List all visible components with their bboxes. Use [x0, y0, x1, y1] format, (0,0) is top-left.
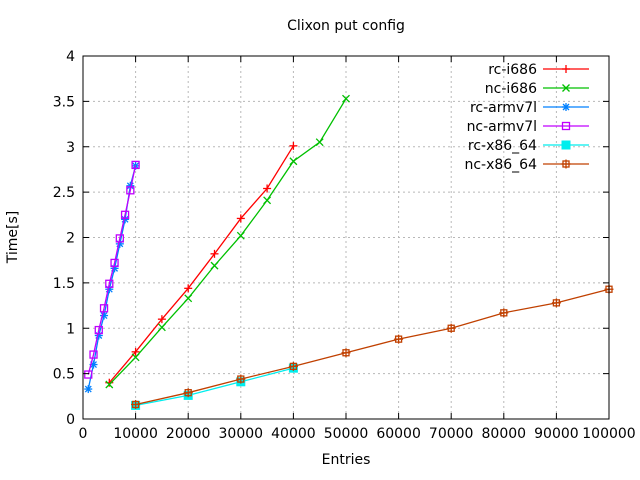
marker-open-square-plus	[131, 399, 141, 409]
marker-cross	[131, 353, 140, 362]
x-tick-label: 70000	[429, 426, 474, 442]
marker-asterisk	[84, 385, 93, 394]
marker-plus	[263, 184, 272, 193]
series-nc-i686	[105, 94, 350, 389]
marker-plus	[210, 249, 219, 258]
x-tick-label: 100000	[582, 426, 635, 442]
marker-cross	[342, 94, 350, 103]
legend-label: rc-armv7l	[470, 100, 537, 116]
x-tick-label: 50000	[324, 426, 369, 442]
marker-open-square	[120, 210, 130, 219]
series-line	[108, 145, 294, 384]
x-tick-label: 40000	[271, 426, 316, 442]
legend-entry-rc-armv7l: rc-armv7l	[470, 100, 589, 116]
y-tick-label: 3.5	[53, 94, 75, 110]
legend: rc-i686 nc-i686 rc-armv7l nc-armv7l rc-x86_6…	[464, 62, 589, 173]
marker-plus	[131, 347, 140, 356]
x-tick-label: 0	[79, 426, 88, 442]
marker-open-square	[561, 121, 571, 131]
series-nc-x86_64	[131, 284, 614, 409]
y-tick-label: 2	[66, 231, 75, 247]
series-line	[87, 164, 137, 375]
series-line	[135, 288, 610, 406]
marker-plus	[289, 141, 298, 150]
series-nc-armv7l	[84, 160, 140, 379]
legend-entry-rc-i686: rc-i686	[488, 62, 589, 78]
marker-cross	[263, 196, 272, 205]
marker-open-square	[105, 279, 114, 288]
x-tick-label: 20000	[166, 426, 211, 442]
series-rc-i686	[105, 141, 298, 387]
marker-open-square-plus	[236, 374, 246, 384]
marker-cross	[236, 231, 245, 240]
marker-plus	[562, 65, 570, 73]
marker-cross	[315, 138, 324, 147]
x-axis-label: Entries	[322, 452, 371, 468]
y-tick-label: 0.5	[53, 367, 75, 383]
marker-open-square	[115, 234, 124, 243]
marker-open-square	[84, 370, 93, 379]
series-line	[108, 98, 347, 385]
x-tick-label: 10000	[113, 426, 158, 442]
marker-open-square-plus	[561, 159, 571, 169]
x-tick-label: 90000	[534, 426, 579, 442]
marker-cross	[210, 261, 219, 270]
y-axis-label: Time[s]	[5, 211, 21, 264]
marker-cross	[157, 323, 166, 332]
legend-label: rc-x86_64	[468, 138, 537, 154]
axis-layer: 0 10000 20000 30000 40000 50000 60000 70000 8000…	[53, 49, 636, 442]
marker-open-square	[94, 325, 103, 335]
y-tick-label: 1.5	[53, 276, 75, 292]
legend-entry-nc-i686: nc-i686	[485, 81, 589, 97]
y-tick-label: 1	[66, 321, 75, 337]
marker-open-square	[126, 186, 135, 195]
legend-label: rc-i686	[488, 62, 537, 78]
marker-open-square-plus	[551, 298, 561, 308]
legend-entry-rc-x86_64: rc-x86_64	[468, 138, 589, 154]
y-tick-label: 2.5	[53, 185, 75, 201]
marker-open-square-plus	[341, 348, 351, 358]
marker-open-square	[99, 304, 109, 313]
legend-entry-nc-x86_64: nc-x86_64	[464, 157, 589, 173]
marker-open-square-plus	[288, 361, 298, 371]
x-tick-label: 80000	[482, 426, 527, 442]
y-tick-label: 0	[66, 412, 75, 428]
marker-cross	[562, 84, 570, 92]
legend-label: nc-x86_64	[464, 157, 537, 173]
marker-open-square-plus	[394, 334, 404, 344]
legend-entry-nc-armv7l: nc-armv7l	[467, 119, 589, 135]
series-line	[135, 367, 294, 407]
x-tick-label: 60000	[376, 426, 421, 442]
y-tick-label: 3	[66, 140, 75, 156]
marker-filled-square	[561, 140, 571, 150]
y-tick-label: 4	[66, 49, 75, 65]
marker-cross	[289, 157, 298, 166]
legend-label: nc-armv7l	[467, 119, 537, 135]
marker-plus	[184, 284, 193, 293]
marker-cross	[184, 294, 193, 303]
series-layer	[84, 94, 614, 410]
marker-open-square-plus	[499, 308, 509, 318]
marker-asterisk	[562, 103, 570, 111]
marker-open-square	[131, 160, 140, 170]
marker-open-square	[89, 350, 98, 359]
chart-title: Clixon put config	[287, 18, 405, 34]
marker-plus	[236, 214, 245, 223]
x-tick-label: 30000	[219, 426, 264, 442]
marker-open-square	[110, 258, 119, 268]
marker-open-square-plus	[446, 323, 456, 333]
marker-cross	[105, 380, 114, 389]
marker-open-square-plus	[183, 388, 193, 398]
marker-plus	[157, 315, 166, 324]
legend-label: nc-i686	[485, 81, 537, 97]
